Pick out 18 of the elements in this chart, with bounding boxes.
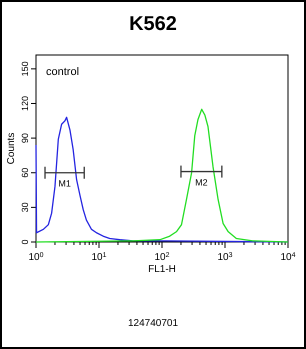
y-tick-label: 60 xyxy=(20,168,30,178)
y-axis-title: Counts xyxy=(6,132,17,164)
x-tick-label: 10$^{3}$ xyxy=(217,252,233,263)
annotation: M1 xyxy=(58,178,71,189)
x-tick-label: 10$^{0}$ xyxy=(28,252,44,263)
x-tick-label: 10$^{4}$ xyxy=(280,252,296,263)
x-axis-title: FL1-H xyxy=(148,264,176,275)
x-tick-label: 10$^{1}$ xyxy=(91,252,107,263)
text: 124740701 xyxy=(128,318,178,329)
y-tick-label: 150 xyxy=(20,61,30,76)
annotation: control xyxy=(46,66,80,78)
y-tick-label: 120 xyxy=(20,96,30,111)
y-tick-label: 0 xyxy=(20,239,30,245)
chart-title: K562 xyxy=(129,13,177,35)
y-tick-label: 30 xyxy=(20,202,30,212)
y-tick-label: 90 xyxy=(20,133,30,144)
x-tick-label: 10$^{2}$ xyxy=(154,252,170,263)
annotation: M2 xyxy=(195,178,208,188)
